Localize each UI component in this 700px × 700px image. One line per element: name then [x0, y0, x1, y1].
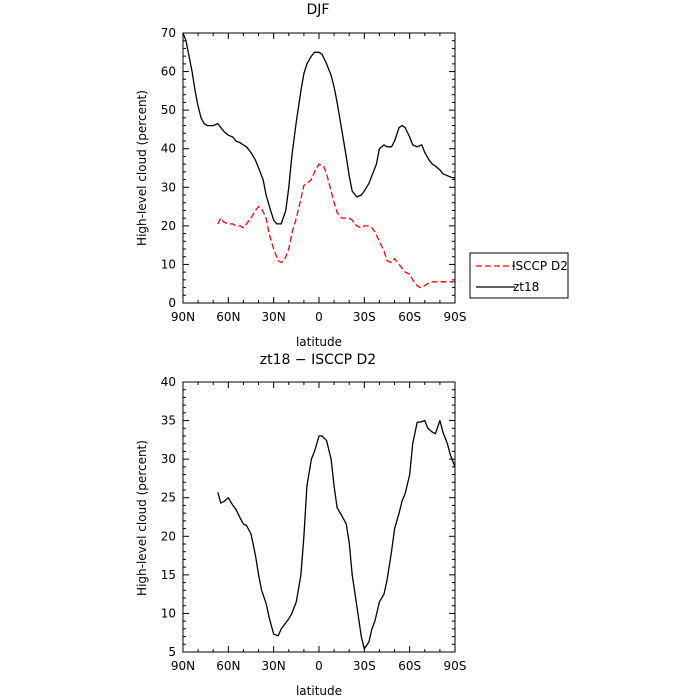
bottom-chart-y-tick-label: 5: [168, 645, 176, 659]
bottom-chart-y-tick-label: 30: [161, 452, 176, 466]
top-chart-series-isccp-d2-line: [217, 163, 455, 289]
bottom-chart-y-axis-label: High-level cloud (percent): [135, 440, 149, 596]
top-chart-panel: DJF 90N 60N 30N 0 30S 60S 90S 0 10 20 30 40 50 60 70 l…: [135, 2, 569, 349]
top-chart-plot-frame: [182, 32, 456, 304]
top-chart-x-tick-label: 90S: [444, 310, 467, 324]
top-chart-y-tick-label: 0: [168, 296, 176, 310]
bottom-chart-x-tick-label: 90S: [444, 659, 467, 673]
top-chart-y-tick-label: 50: [161, 103, 176, 117]
bottom-chart-y-tick-label: 40: [161, 375, 176, 389]
bottom-chart-series-difference-line: [217, 419, 456, 650]
legend-isccp-d2-label: ISCCP D2: [512, 259, 568, 273]
bottom-chart-x-tick-label: 30S: [353, 659, 376, 673]
top-chart-x-tick-label: 60N: [216, 310, 240, 324]
top-chart-series-zt18-line: [182, 32, 455, 225]
top-chart-y-tick-label: 60: [161, 65, 176, 79]
top-chart-x-tick-label: 30N: [262, 310, 286, 324]
bottom-chart-y-tick-label: 20: [161, 529, 176, 543]
bottom-chart-x-axis-label: latitude: [296, 684, 342, 698]
top-chart-axes: 90N 60N 30N 0 30S 60S 90S 0 10 20 30 40 50 60 70: [161, 26, 467, 324]
top-chart-y-tick-label: 40: [161, 142, 176, 156]
top-chart-y-axis-label: High-level cloud (percent): [135, 90, 149, 246]
bottom-chart-x-tick-label: 0: [315, 659, 323, 673]
top-chart-x-tick-label: 0: [315, 310, 323, 324]
bottom-chart-x-tick-label: 30N: [262, 659, 286, 673]
chart-legend: ISCCP D2 zt18: [469, 252, 569, 299]
top-chart-x-tick-label: 90N: [171, 310, 195, 324]
bottom-chart-x-tick-label: 60S: [398, 659, 421, 673]
bottom-chart-title: zt18 − ISCCP D2: [260, 352, 376, 368]
top-chart-x-tick-label: 60S: [398, 310, 421, 324]
legend-zt18-label: zt18: [513, 280, 539, 294]
top-chart-y-tick-label: 10: [161, 257, 176, 271]
top-chart-title: DJF: [307, 2, 330, 18]
bottom-chart-y-tick-label: 10: [161, 606, 176, 620]
legend-frame: [469, 252, 569, 299]
top-chart-y-tick-label: 70: [161, 26, 176, 40]
top-chart-y-tick-label: 20: [161, 219, 176, 233]
top-chart-series-group: [182, 32, 455, 289]
top-chart-x-tick-label: 30S: [353, 310, 376, 324]
bottom-chart-plot-frame: [182, 381, 456, 653]
bottom-chart-x-tick-label: 60N: [216, 659, 240, 673]
bottom-chart-panel: zt18 − ISCCP D2 90N 60N 30N 0 30S 60S 90S 5 10 15…: [135, 352, 466, 698]
bottom-chart-axes: 90N 60N 30N 0 30S 60S 90S 5 10 15 20 25 30 35 40: [161, 375, 467, 673]
bottom-chart-series-group: [217, 419, 456, 650]
top-chart-x-axis-label: latitude: [296, 335, 342, 349]
bottom-chart-y-tick-label: 15: [161, 568, 176, 582]
bottom-chart-y-tick-label: 35: [161, 414, 176, 428]
bottom-chart-y-tick-label: 25: [161, 491, 176, 505]
bottom-chart-x-tick-label: 90N: [171, 659, 195, 673]
top-chart-y-tick-label: 30: [161, 180, 176, 194]
